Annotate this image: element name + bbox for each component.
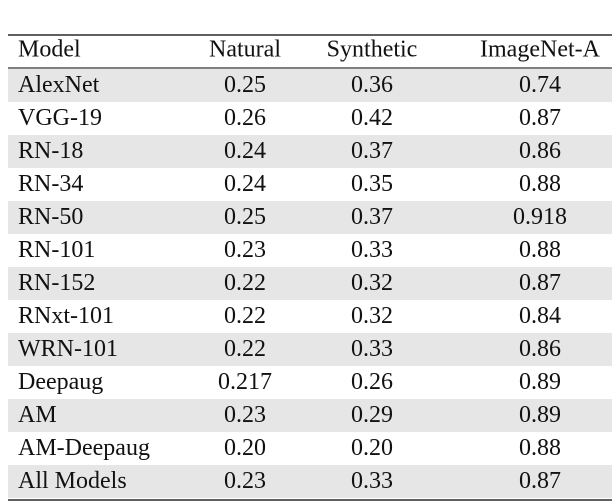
table-cell: 0.217	[218, 369, 272, 395]
table-cell: 0.25	[224, 204, 266, 230]
table-cell: Deepaug	[18, 369, 103, 395]
table-cell: RN-18	[18, 138, 83, 164]
table-body: Model Natural Synthetic ImageNet-A AlexNet 0.…	[8, 37, 612, 498]
table-cell: 0.84	[519, 303, 561, 329]
table-cell: 0.36	[351, 72, 393, 98]
table-cell: 0.42	[351, 105, 393, 131]
table-cell: 0.35	[351, 171, 393, 197]
row-shade	[8, 69, 612, 102]
table-cell: 0.89	[519, 369, 561, 395]
row-shade	[8, 135, 612, 168]
table-cell: 0.23	[224, 237, 266, 263]
table-cell: 0.20	[351, 435, 393, 461]
table-cell: 0.33	[351, 336, 393, 362]
row-shade	[8, 399, 612, 432]
row-shade	[8, 267, 612, 300]
row-shade	[8, 201, 612, 234]
table-cell: 0.25	[224, 72, 266, 98]
table-cell: 0.22	[224, 336, 266, 362]
row-shade	[8, 333, 612, 366]
table-cell: 0.24	[224, 171, 266, 197]
table-cell: 0.22	[224, 270, 266, 296]
header-cell: ImageNet-A	[480, 37, 601, 63]
table-cell: 0.32	[351, 270, 393, 296]
table-cell: 0.74	[519, 72, 561, 98]
table-cell: RN-34	[18, 171, 83, 197]
table-cell: 0.20	[224, 435, 266, 461]
table-cell: 0.918	[513, 204, 567, 230]
table-cell: 0.26	[224, 105, 266, 131]
table-cell: AlexNet	[18, 72, 100, 98]
table-cell: WRN-101	[18, 336, 118, 362]
table-cell: 0.24	[224, 138, 266, 164]
table-cell: 0.87	[519, 270, 561, 296]
table-cell: RN-101	[18, 237, 95, 263]
table-cell: 0.33	[351, 237, 393, 263]
table-cell: RN-50	[18, 204, 83, 230]
table-cell: 0.23	[224, 402, 266, 428]
table-cell: 0.26	[351, 369, 393, 395]
table-cell: 0.88	[519, 435, 561, 461]
table-cell: 0.33	[351, 468, 393, 494]
table-cell: 0.87	[519, 468, 561, 494]
table-cell: AM	[18, 402, 57, 428]
table-cell: AM-Deepaug	[18, 435, 150, 461]
table-cell: 0.37	[351, 138, 393, 164]
row-shade	[8, 465, 612, 498]
table-cell: 0.29	[351, 402, 393, 428]
table-cell: 0.88	[519, 171, 561, 197]
table-cell: 0.88	[519, 237, 561, 263]
table-cell: 0.32	[351, 303, 393, 329]
header-cell: Model	[18, 37, 81, 63]
table-cell: 0.22	[224, 303, 266, 329]
table-cell: All Models	[18, 468, 127, 494]
table-cell: 0.89	[519, 402, 561, 428]
table-cell: 0.37	[351, 204, 393, 230]
table-cell: 0.86	[519, 138, 561, 164]
table-cell: RNxt-101	[18, 303, 114, 329]
header-cell: Natural	[209, 37, 281, 63]
table-cell: VGG-19	[18, 105, 102, 131]
table-cell: 0.87	[519, 105, 561, 131]
table-cell: 0.86	[519, 336, 561, 362]
table-cell: 0.23	[224, 468, 266, 494]
table-cell: RN-152	[18, 270, 95, 296]
header-cell: Synthetic	[327, 37, 418, 63]
